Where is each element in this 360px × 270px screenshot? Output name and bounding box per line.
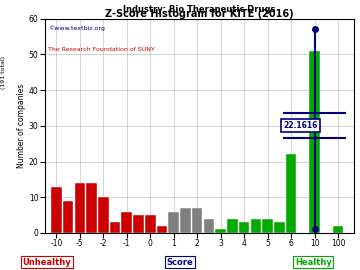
- Text: The Research Foundation of SUNY: The Research Foundation of SUNY: [48, 46, 154, 52]
- Bar: [274, 222, 285, 233]
- Bar: [204, 219, 214, 233]
- Bar: [63, 201, 73, 233]
- Bar: [75, 183, 85, 233]
- Text: Healthy: Healthy: [295, 258, 332, 266]
- Title: Z-Score Histogram for KITE (2016): Z-Score Histogram for KITE (2016): [105, 9, 294, 19]
- Text: 22.1616: 22.1616: [283, 121, 318, 130]
- Bar: [251, 219, 261, 233]
- Text: Score: Score: [167, 258, 193, 266]
- Text: Industry: Bio Therapeutic Drugs: Industry: Bio Therapeutic Drugs: [123, 5, 276, 14]
- Bar: [86, 183, 97, 233]
- Bar: [227, 219, 238, 233]
- Bar: [157, 226, 167, 233]
- Text: (191 total): (191 total): [1, 56, 6, 89]
- Bar: [145, 215, 156, 233]
- Bar: [121, 212, 132, 233]
- Bar: [180, 208, 191, 233]
- Text: Unhealthy: Unhealthy: [22, 258, 71, 266]
- Bar: [98, 197, 109, 233]
- Bar: [51, 187, 62, 233]
- Y-axis label: Number of companies: Number of companies: [17, 84, 26, 168]
- Bar: [110, 222, 120, 233]
- Bar: [333, 226, 343, 233]
- Bar: [192, 208, 202, 233]
- Text: ©www.textbiz.org: ©www.textbiz.org: [48, 25, 105, 31]
- Bar: [168, 212, 179, 233]
- Bar: [309, 51, 320, 233]
- Bar: [286, 154, 296, 233]
- Bar: [262, 219, 273, 233]
- Bar: [215, 230, 226, 233]
- Bar: [133, 215, 144, 233]
- Bar: [239, 222, 249, 233]
